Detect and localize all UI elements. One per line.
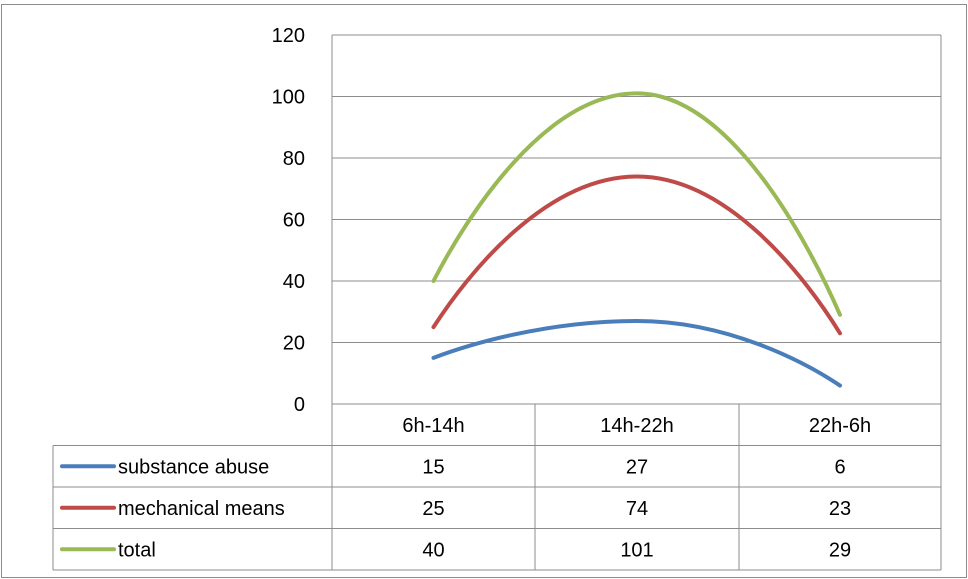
data-table-value: 15 <box>422 456 444 478</box>
data-table-value: 25 <box>422 498 444 520</box>
series-line-1 <box>431 318 842 388</box>
x-category-label: 14h-22h <box>600 415 673 437</box>
x-category-label: 6h-14h <box>402 415 464 437</box>
y-tick-label: 80 <box>283 148 305 170</box>
y-axis: 0 20 40 60 80 100 120 <box>272 25 305 416</box>
y-tick-label: 0 <box>294 394 305 416</box>
y-tick-label: 60 <box>283 210 305 232</box>
y-tick-label: 120 <box>272 25 305 47</box>
y-tick-label: 20 <box>283 333 305 355</box>
gridlines <box>331 34 942 404</box>
x-category-label: 22h-6h <box>809 415 871 437</box>
legend-series-name: mechanical means <box>118 498 285 520</box>
data-table-value: 6 <box>834 456 845 478</box>
data-table-value: 27 <box>626 456 648 478</box>
legend-series-name: total <box>118 539 156 561</box>
data-table-value: 74 <box>626 498 648 520</box>
data-table-value: 23 <box>829 498 851 520</box>
y-tick-label: 40 <box>283 271 305 293</box>
legend-series-name: substance abuse <box>118 456 269 478</box>
y-tick-label: 100 <box>272 87 305 109</box>
chart-frame <box>1 4 967 578</box>
data-table-value: 101 <box>620 539 653 561</box>
data-table-value: 40 <box>422 539 444 561</box>
data-table: 6h-14h 14h-22h 22h-6h substance abuse 15 27 6 m… <box>52 403 942 571</box>
data-table-value: 29 <box>829 539 851 561</box>
series-lines <box>431 91 842 388</box>
series-line-3 <box>431 91 842 317</box>
series-line-2 <box>431 174 842 336</box>
